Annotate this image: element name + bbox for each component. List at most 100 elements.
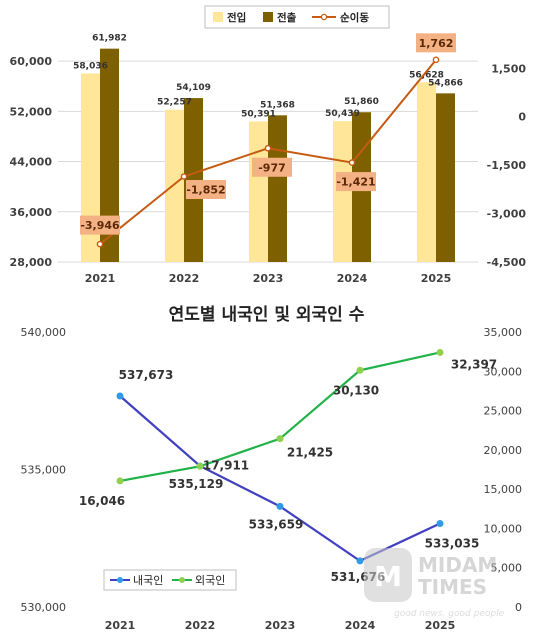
bar-jeonchul	[436, 93, 455, 263]
line-marker	[264, 144, 272, 152]
right-tick-label: 25,000	[484, 405, 523, 418]
legend-box	[103, 569, 237, 591]
line-value-label: 537,673	[119, 368, 174, 382]
legend-label: 순이동	[340, 11, 369, 24]
bar-value-label: 54,866	[428, 78, 463, 88]
line-value-label: -1,421	[336, 176, 375, 189]
line-value-label: 1,762	[419, 37, 454, 50]
legend-marker	[179, 577, 185, 583]
right-tick-label: 30,000	[484, 365, 523, 378]
legend-label: 내국인	[133, 574, 163, 587]
watermark-wordmark: MIDAM	[418, 553, 497, 577]
legend: 내국인 외국인	[103, 569, 237, 591]
line-value-label: 30,130	[333, 383, 379, 397]
line-marker	[180, 173, 188, 180]
legend-box	[204, 5, 390, 29]
x-tick-label: 2021	[85, 272, 116, 285]
x-tick-label: 2021	[105, 619, 136, 632]
line-marker	[348, 159, 356, 166]
left-tick-label: 60,000	[10, 55, 53, 68]
line-marker	[116, 477, 124, 485]
bar-value-label: 51,860	[344, 97, 379, 107]
line-value-label: -3,946	[80, 219, 120, 232]
legend: 전입 전출 순이동	[204, 5, 390, 29]
line-value-label: 535,129	[169, 477, 224, 491]
watermark-tagline: good news, good people	[394, 609, 505, 619]
x-tick-label: 2022	[169, 272, 200, 285]
line-value-label: 17,911	[203, 458, 249, 472]
right-tick-label: 0	[515, 601, 522, 614]
right-tick-label: 5,000	[491, 562, 523, 575]
bar-value-label: 54,109	[176, 83, 211, 93]
right-tick-label: -3,000	[487, 208, 527, 221]
bar-value-label: 50,391	[241, 109, 276, 119]
bar-jeonchul	[100, 48, 119, 263]
line-marker	[276, 502, 284, 510]
line-label-box	[80, 215, 120, 235]
watermark-wordmark: TIMES	[418, 575, 487, 599]
x-tick-label: 2022	[185, 619, 216, 632]
x-tick-label: 2023	[265, 619, 296, 632]
left-tick-label: 530,000	[21, 601, 67, 614]
x-tick-label: 2025	[425, 619, 456, 632]
line-marker	[356, 557, 364, 565]
bar-jeonchul	[268, 115, 287, 262]
right-tick-label: 20,000	[484, 444, 523, 457]
legend-swatch	[213, 12, 223, 22]
left-tick-label: 44,000	[10, 156, 53, 169]
bar-value-label: 50,439	[325, 109, 360, 119]
legend-label: 외국인	[195, 574, 225, 587]
bar-jeonip	[165, 109, 184, 263]
line-marker	[116, 392, 124, 400]
chart-population: 530,000 535,000 540,000 0 5,000 10,000 15,000 2…	[21, 326, 523, 632]
bar-value-label: 58,036	[73, 61, 108, 71]
x-tick-label: 2024	[337, 272, 368, 285]
line-marker	[276, 435, 284, 443]
chart2-title: 연도별 내국인 및 외국인 수	[168, 305, 365, 325]
left-tick-label: 535,000	[21, 464, 67, 477]
bar-value-label: 51,368	[260, 100, 295, 110]
right-tick-label: -1,500	[487, 159, 527, 172]
left-tick-label: 540,000	[21, 326, 67, 339]
line-label-box	[416, 33, 456, 53]
legend-swatch	[263, 12, 273, 22]
line-label-box	[336, 172, 376, 192]
x-tick-label: 2025	[421, 272, 452, 285]
legend-label: 전입	[227, 11, 246, 24]
line-marker	[196, 462, 204, 470]
bar-jeonip	[249, 121, 268, 262]
left-tick-label: 28,000	[10, 256, 53, 269]
legend-marker	[117, 577, 123, 583]
line-marker	[356, 366, 364, 374]
left-tick-label: 36,000	[10, 206, 53, 219]
legend-label: 전출	[277, 11, 297, 24]
right-tick-label: 0	[518, 111, 526, 124]
x-tick-label: 2023	[253, 272, 284, 285]
line-value-label: 21,425	[287, 446, 333, 460]
watermark-badge	[364, 548, 412, 602]
line-label-box	[252, 157, 292, 177]
bar-value-label: 56,628	[409, 70, 444, 80]
bar-jeonip	[333, 121, 352, 263]
line-value-label: 533,035	[425, 537, 480, 551]
right-tick-label: -4,500	[487, 256, 527, 269]
chart-migration: 28,000 36,000 44,000 52,000 60,000 -4,500 -3,0…	[10, 5, 527, 285]
line-marker	[432, 56, 440, 64]
line-value-label: 533,659	[249, 517, 304, 531]
bar-jeonip	[81, 73, 100, 262]
bar-value-label: 52,257	[157, 98, 192, 108]
bar-jeonip	[417, 82, 436, 262]
line-marker	[436, 348, 444, 356]
line-marker	[436, 520, 444, 528]
line-marker	[96, 240, 104, 248]
legend-marker	[320, 13, 328, 21]
right-tick-label: 1,500	[491, 62, 526, 75]
line-value-label: -1,852	[186, 184, 225, 197]
x-tick-label: 2024	[345, 619, 376, 632]
right-tick-label: 15,000	[484, 483, 523, 496]
line-value-label: -977	[258, 161, 286, 174]
left-tick-label: 52,000	[10, 105, 53, 118]
